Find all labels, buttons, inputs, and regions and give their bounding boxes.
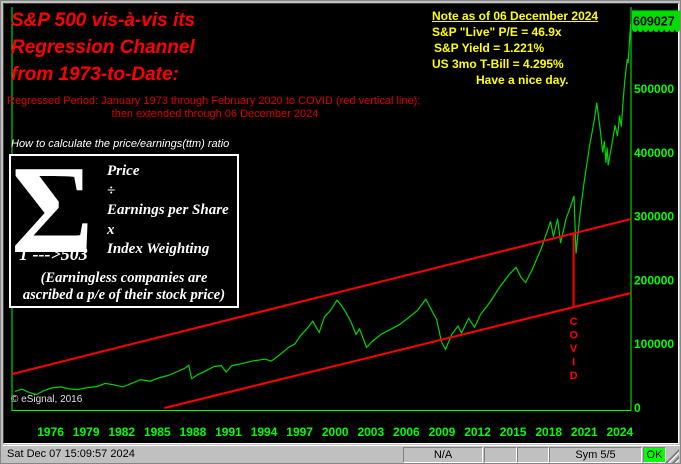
svg-text:2021: 2021 xyxy=(571,425,598,439)
svg-text:0: 0 xyxy=(634,401,641,415)
covid-label: COVID xyxy=(569,316,578,382)
svg-text:2006: 2006 xyxy=(393,425,420,439)
formula-footnote-line2: ascribed a p/e of their stock price) xyxy=(22,286,226,303)
note-yield-value: S&P Yield = 1.221% xyxy=(434,41,545,55)
formula-term-price: Price xyxy=(107,163,140,179)
pe-ratio-howto-label: How to calculate the price/earnings(ttm)… xyxy=(11,138,230,150)
svg-text:1985: 1985 xyxy=(144,425,171,439)
svg-text:2009: 2009 xyxy=(429,425,456,439)
svg-text:1991: 1991 xyxy=(215,425,242,439)
regression-channel-line-1 xyxy=(12,217,631,376)
esignal-watermark: © eSignal, 2016 xyxy=(11,394,83,405)
svg-text:1982: 1982 xyxy=(108,425,135,439)
connection-status-badge: OK xyxy=(643,447,666,463)
note-signoff: Have a nice day. xyxy=(476,73,569,87)
y-axis-labels: 0 100000 200000 300000 400000 500000 xyxy=(634,82,674,415)
svg-text:I: I xyxy=(572,357,575,369)
formula-footnote: (Earningless companies are ascribed a p/… xyxy=(11,270,237,303)
chart-title-line2: Regression Channel xyxy=(11,37,195,58)
svg-text:400000: 400000 xyxy=(634,146,674,160)
status-bar: Sat Dec 07 15:09:57 2024 N/A Sym 5/5 OK xyxy=(3,445,680,463)
last-price-badge: 609027 xyxy=(632,10,680,32)
sigma-icon: Σ xyxy=(15,158,93,266)
status-datetime: Sat Dec 07 15:09:57 2024 xyxy=(7,448,135,460)
svg-text:1979: 1979 xyxy=(73,425,100,439)
svg-text:300000: 300000 xyxy=(634,210,674,224)
svg-text:1994: 1994 xyxy=(251,425,278,439)
x-axis-labels: 1976 1979 1982 1985 1988 1991 1994 1997 2000 2003… xyxy=(37,425,633,439)
chart-canvas[interactable]: COVID 0 100000 200000 300000 400000 500000 1976… xyxy=(1,1,681,445)
svg-text:2024: 2024 xyxy=(607,425,634,439)
formula-term-weighting: Index Weighting xyxy=(107,241,210,257)
svg-text:V: V xyxy=(570,343,578,355)
svg-text:100000: 100000 xyxy=(634,337,674,351)
svg-text:2015: 2015 xyxy=(500,425,527,439)
svg-text:2012: 2012 xyxy=(464,425,491,439)
regression-period-note: Regressed Period: January 1973 through F… xyxy=(7,95,423,121)
formula-footnote-line1: (Earningless companies are xyxy=(40,270,208,286)
regression-channel-line-2 xyxy=(164,291,631,409)
regression-period-line1: Regressed Period: January 1973 through F… xyxy=(7,95,421,107)
sigma-glyph: Σ xyxy=(15,158,93,266)
svg-text:1976: 1976 xyxy=(37,425,64,439)
svg-text:200000: 200000 xyxy=(634,273,674,287)
resize-grip[interactable] xyxy=(665,449,679,463)
chart-title-line1: S&P 500 vis-à-vis its xyxy=(11,10,196,31)
chart-title-line3: from 1973-to-Date: xyxy=(11,64,179,85)
formula-index-range: 1 --->503 xyxy=(19,244,88,264)
svg-text:2003: 2003 xyxy=(357,425,384,439)
svg-text:609027: 609027 xyxy=(633,14,675,28)
note-heading: Note as of 06 December 2024 xyxy=(432,9,599,23)
market-note-block: Note as of 06 December 2024 S&P "Live" P… xyxy=(418,8,618,88)
svg-text:1988: 1988 xyxy=(180,425,207,439)
regression-period-line2: then extended through 06 December 2024 xyxy=(111,108,319,120)
multiply-symbol: x xyxy=(107,221,115,238)
status-field-3 xyxy=(517,447,549,463)
svg-text:2018: 2018 xyxy=(535,425,562,439)
divide-symbol: ÷ xyxy=(107,182,116,199)
svg-text:O: O xyxy=(569,330,578,342)
svg-text:2000: 2000 xyxy=(322,425,349,439)
svg-text:C: C xyxy=(570,316,578,328)
chart-title: S&P 500 vis-à-vis its Regression Channel… xyxy=(11,7,195,88)
formula-terms: Price ÷ Earnings per Share x Index Weigh… xyxy=(107,162,229,260)
svg-text:500000: 500000 xyxy=(634,82,674,96)
status-field-2 xyxy=(484,447,517,463)
pe-formula-box: Σ 1 --->503 Price ÷ Earnings per Share x… xyxy=(9,154,239,308)
svg-text:1997: 1997 xyxy=(286,425,313,439)
svg-text:D: D xyxy=(570,370,578,382)
note-tbill-value: US 3mo T-Bill = 4.295% xyxy=(432,57,564,71)
formula-term-eps: Earnings per Share xyxy=(107,202,229,218)
price-line xyxy=(14,19,631,396)
status-field-symbols: Sym 5/5 xyxy=(549,447,642,463)
note-pe-value: S&P "Live" P/E = 46.9x xyxy=(432,25,562,39)
status-field-na: N/A xyxy=(403,447,483,463)
